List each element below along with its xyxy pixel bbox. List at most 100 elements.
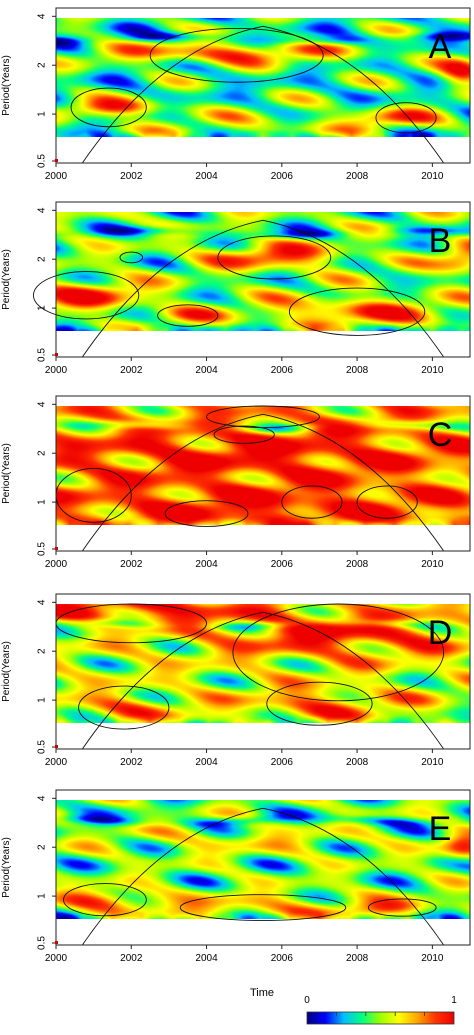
x-tick-label: 2002	[120, 757, 143, 768]
x-tick-label: 2004	[195, 559, 218, 570]
panel-letter: D	[428, 614, 453, 652]
y-tick-label: 0.5	[37, 348, 48, 362]
y-tick-label: 0.5	[37, 542, 48, 556]
y-tick-label: 4	[37, 599, 48, 605]
colorbar: 0 1	[304, 995, 457, 1025]
y-axis-label: Period(Years)	[1, 249, 12, 310]
significance-contour	[149, 28, 324, 83]
y-axis-label: Period(Years)	[1, 837, 12, 898]
y-tick-label: 2	[37, 256, 48, 262]
x-tick-label: 2006	[271, 171, 294, 182]
y-tick-label: 1	[37, 111, 48, 117]
cone-of-influence-right	[262, 611, 445, 750]
x-tick-label: 2010	[421, 171, 444, 182]
y-tick-label: 2	[37, 62, 48, 68]
cone-of-influence-right	[262, 413, 445, 552]
origin-marker	[55, 745, 58, 748]
x-tick-label: 2000	[45, 171, 68, 182]
plot-frame	[55, 395, 471, 552]
x-axis-label: Time	[250, 987, 274, 999]
colorbar-min-label: 0	[304, 995, 310, 1006]
panel-letter: B	[429, 222, 452, 260]
origin-marker	[55, 547, 58, 550]
significance-contour	[63, 883, 147, 917]
y-tick-label: 4	[37, 207, 48, 213]
y-tick-label: 1	[37, 697, 48, 703]
panel-letter: A	[429, 28, 452, 66]
x-tick-label: 2006	[271, 757, 294, 768]
cone-of-influence-left	[81, 25, 264, 164]
cone-of-influence-left	[81, 413, 264, 552]
y-axis-label: Period(Years)	[1, 443, 12, 504]
y-tick-label: 2	[37, 648, 48, 654]
significance-contour	[266, 681, 373, 726]
panel-d: 0.5 1 2 4 Period(Years) 2000 2002 2004 2006 2008 2…	[1, 593, 471, 768]
y-tick-label: 2	[37, 844, 48, 850]
significance-contour	[217, 235, 332, 280]
significance-contour	[288, 287, 426, 336]
x-tick-label: 2002	[120, 365, 143, 376]
colorbar-gradient	[306, 1011, 455, 1025]
y-tick-label: 1	[37, 499, 48, 505]
significance-contour	[119, 251, 144, 264]
y-tick-label: 0.5	[37, 936, 48, 950]
significance-contour	[164, 500, 249, 527]
cone-of-influence-right	[262, 219, 445, 358]
power-heatmap	[56, 212, 470, 331]
cone-of-influence-left	[81, 219, 264, 358]
x-tick-label: 2010	[421, 365, 444, 376]
y-tick-label: 2	[37, 450, 48, 456]
x-tick-label: 2004	[195, 171, 218, 182]
significance-contour	[78, 685, 170, 730]
x-tick-label: 2004	[195, 953, 218, 964]
power-heatmap	[56, 604, 470, 723]
y-tick-label: 4	[37, 795, 48, 801]
power-heatmap	[56, 18, 470, 137]
y-tick-label: 1	[37, 893, 48, 899]
significance-contour	[157, 304, 219, 327]
x-tick-label: 2000	[45, 953, 68, 964]
y-tick-label: 1	[37, 305, 48, 311]
significance-contour	[179, 894, 347, 921]
plot-frame	[55, 7, 471, 164]
y-axis-label: Period(Years)	[1, 641, 12, 702]
plot-frame	[55, 789, 471, 946]
power-heatmap	[56, 406, 470, 525]
significance-contour	[281, 485, 343, 519]
origin-marker	[55, 353, 58, 356]
x-tick-label: 2010	[421, 757, 444, 768]
panel-letter: C	[428, 416, 453, 454]
cone-of-influence-right	[262, 25, 445, 164]
significance-contour	[70, 87, 147, 128]
x-tick-label: 2002	[120, 171, 143, 182]
power-heatmap	[56, 800, 470, 919]
y-tick-label: 0.5	[37, 740, 48, 754]
x-tick-label: 2008	[346, 953, 369, 964]
significance-contour	[375, 102, 437, 134]
y-tick-label: 0.5	[37, 154, 48, 168]
plot-frame	[55, 593, 471, 750]
x-tick-label: 2000	[45, 365, 68, 376]
x-tick-label: 2008	[346, 559, 369, 570]
panel-c: 0.5 1 2 4 Period(Years) 2000 2002 2004 2006 2008 2…	[1, 395, 471, 570]
x-tick-label: 2000	[45, 757, 68, 768]
x-tick-label: 2002	[120, 953, 143, 964]
x-tick-label: 2002	[120, 559, 143, 570]
x-tick-label: 2008	[346, 365, 369, 376]
significance-contour	[213, 425, 275, 444]
x-tick-label: 2000	[45, 559, 68, 570]
significance-contour	[32, 271, 140, 320]
x-tick-label: 2006	[271, 953, 294, 964]
cone-of-influence-left	[81, 611, 264, 750]
y-tick-label: 4	[37, 13, 48, 19]
x-tick-label: 2010	[421, 953, 444, 964]
panel-a: 0.5 1 2 4 Period(Years) 2000 2002 2004 2006 2008 2…	[1, 7, 471, 182]
x-tick-label: 2004	[195, 365, 218, 376]
significance-contour	[356, 485, 418, 519]
x-tick-label: 2006	[271, 365, 294, 376]
origin-marker	[55, 941, 58, 944]
x-tick-label: 2004	[195, 757, 218, 768]
panel-b: 0.5 1 2 4 Period(Years) 2000 2002 2004 2006 2008 2…	[1, 201, 471, 376]
